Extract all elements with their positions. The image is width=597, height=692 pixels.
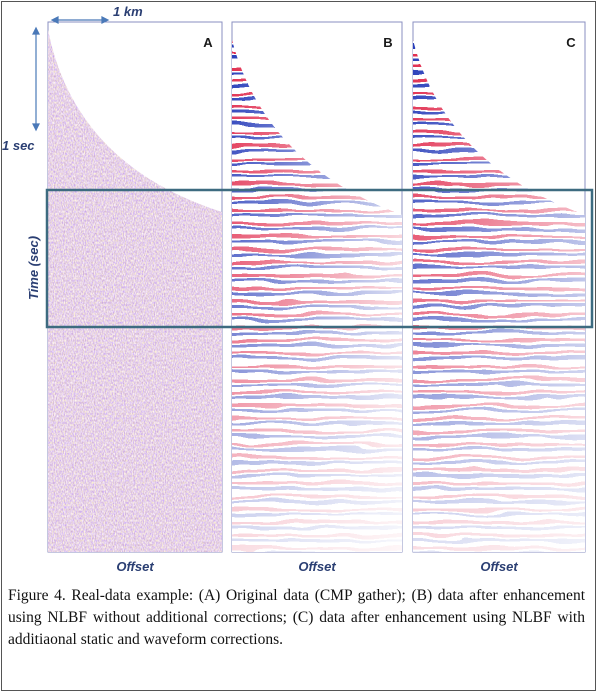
scale-arrows — [32, 16, 110, 132]
panel-label: C — [566, 35, 576, 50]
panel-label: A — [203, 35, 213, 50]
x-axis-label: Offset — [298, 559, 336, 574]
highlight-box — [45, 188, 594, 329]
panel-label: B — [383, 35, 392, 50]
x-axis-label: Offset — [116, 559, 154, 574]
panel-a-image — [47, 21, 223, 553]
scale-y-label: 1 sec — [2, 138, 35, 153]
scale-x-label: 1 km — [113, 4, 143, 19]
x-axis-label: Offset — [480, 559, 518, 574]
panel-b-image — [231, 21, 403, 553]
figure: 1 km 1 sec Time (sec) A B C Offset Offse… — [2, 4, 594, 574]
caption: Figure 4. Real-data example: (A) Origina… — [8, 587, 585, 648]
panel-c-image — [412, 21, 586, 553]
y-axis-label: Time (sec) — [26, 236, 41, 300]
